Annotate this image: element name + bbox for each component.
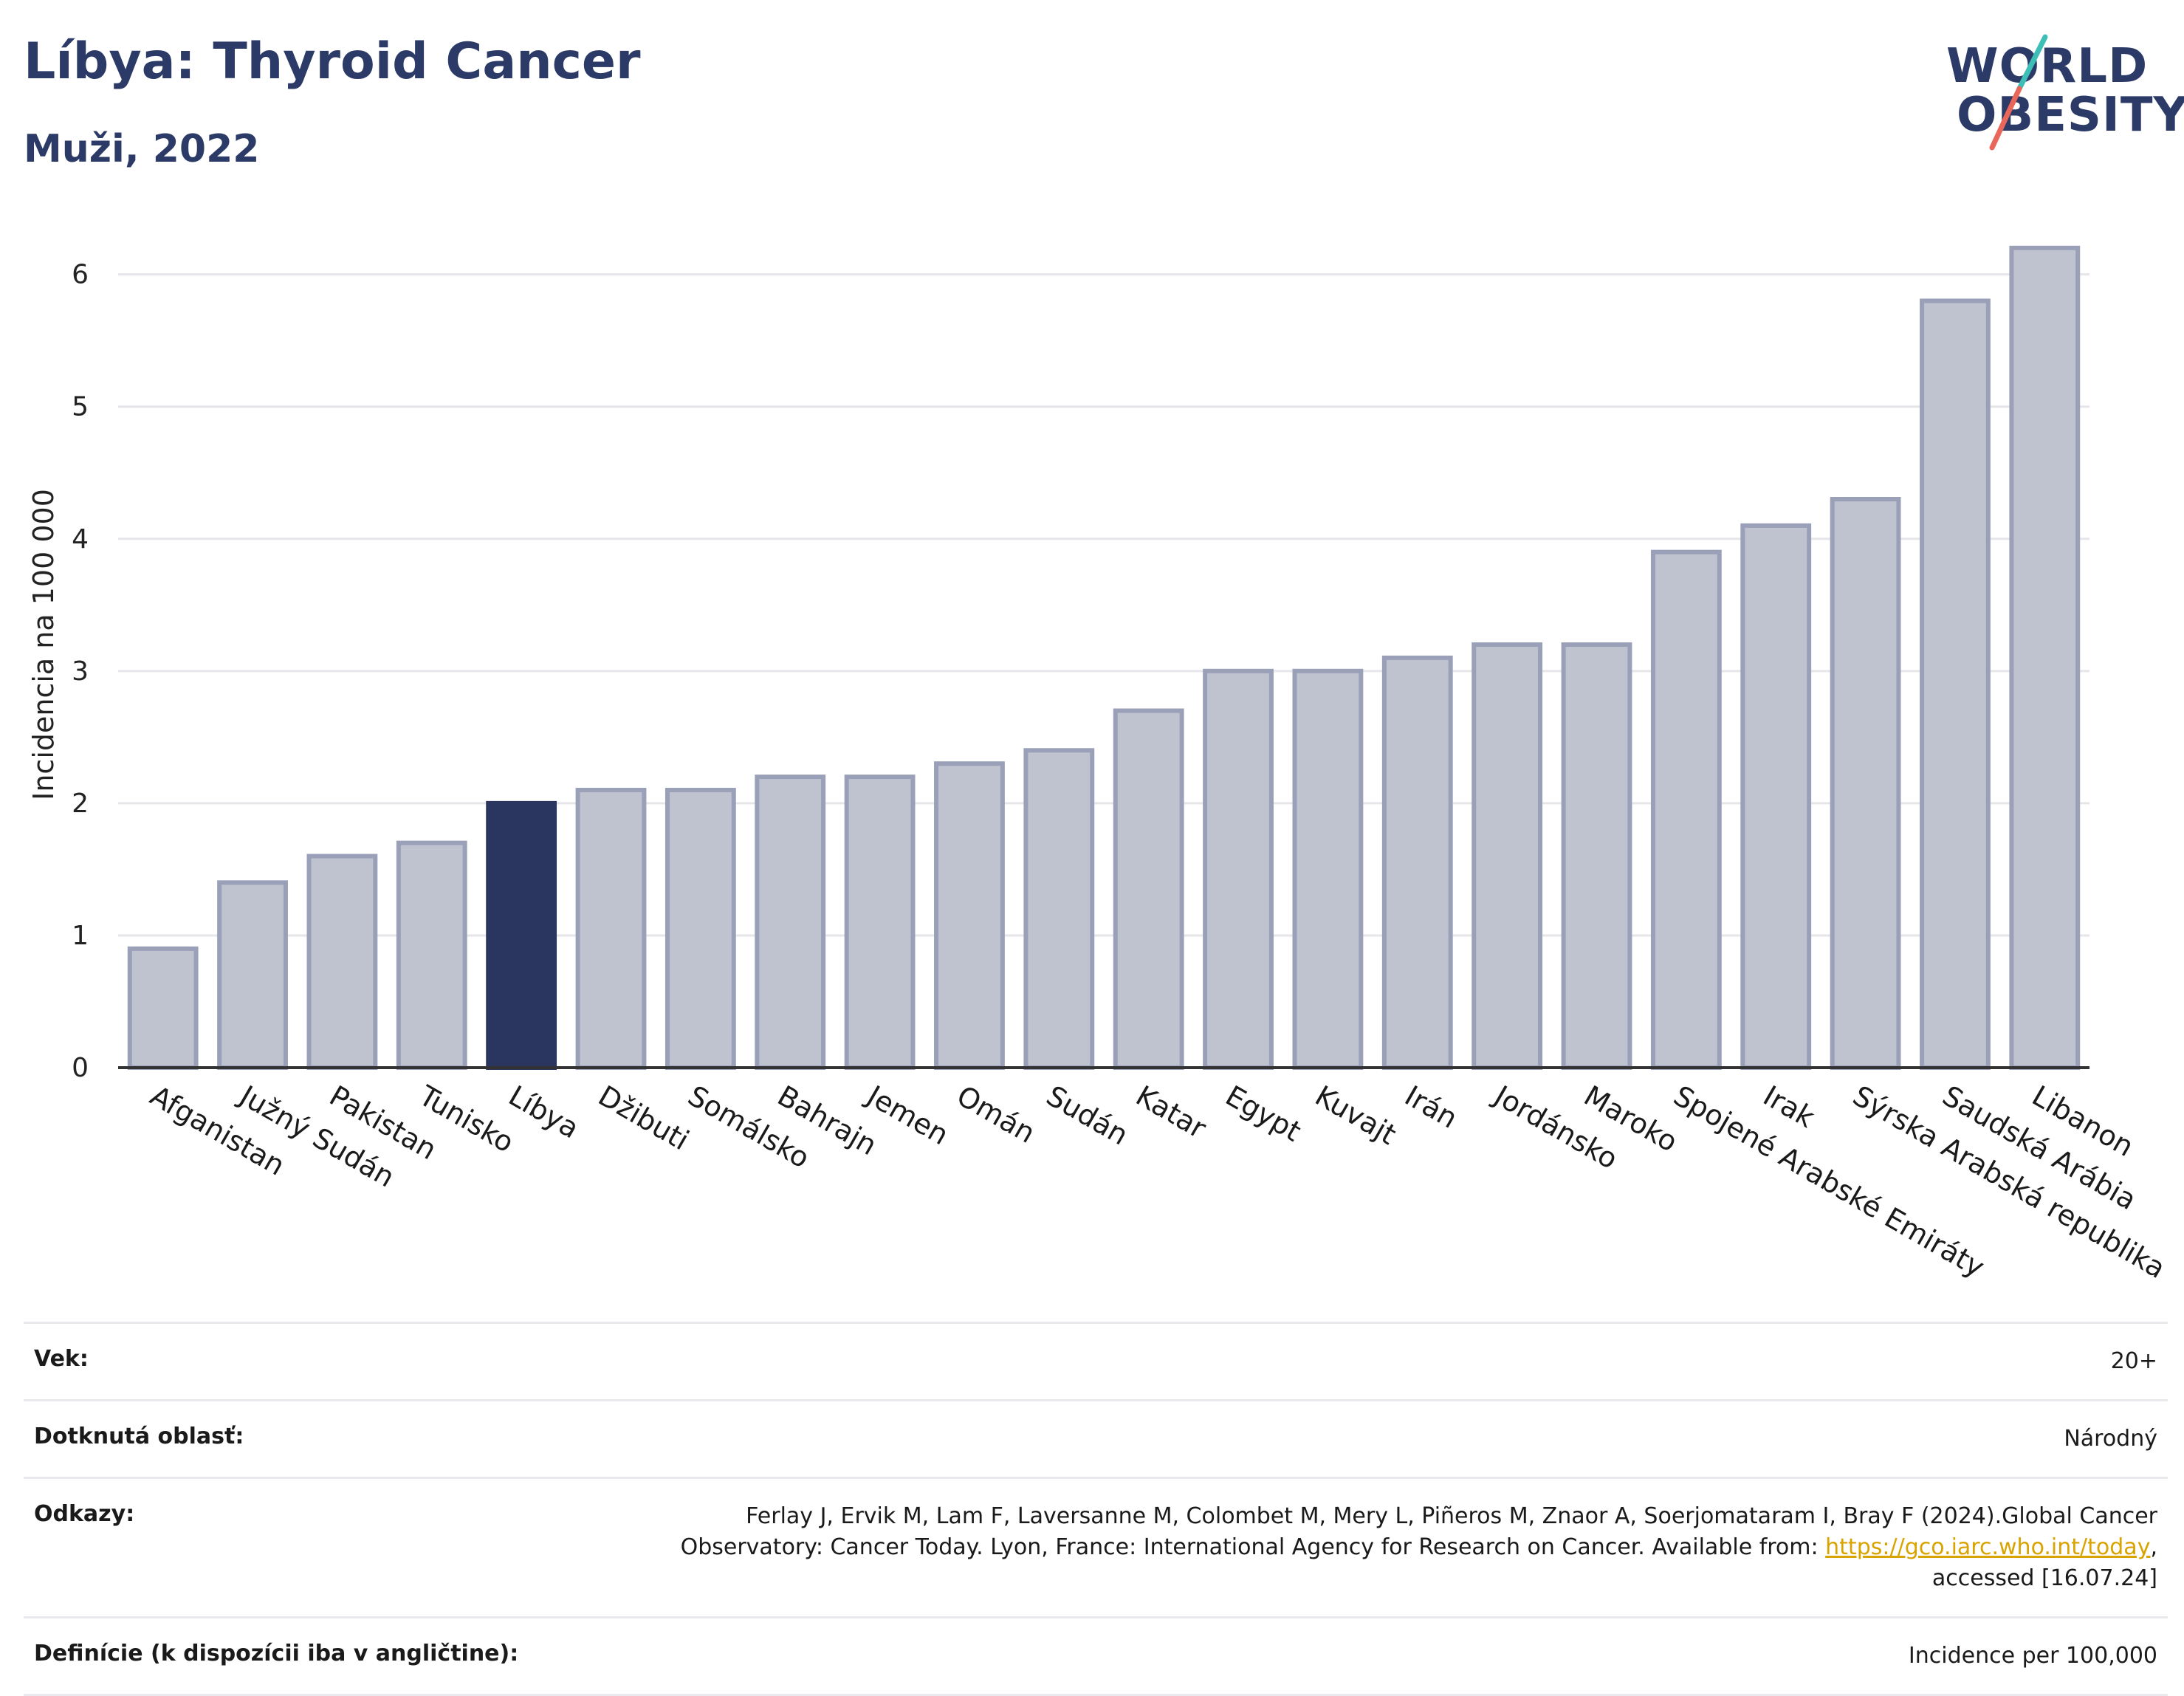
bar: [1650, 549, 1722, 1070]
meta-row-area: Dotknutá oblasť: Národný: [24, 1399, 2168, 1477]
meta-value: Ferlay J, Ervik M, Lam F, Laversanne M, …: [670, 1479, 2168, 1616]
y-tick-label: 3: [72, 656, 89, 687]
reference-comma: ,: [2150, 1534, 2157, 1560]
bar: [1472, 642, 1543, 1070]
x-tick-label: Irak: [1758, 1079, 1820, 1134]
bar: [755, 775, 826, 1070]
bar: [1561, 642, 1632, 1070]
meta-label: Dotknutá oblasť:: [34, 1424, 244, 1449]
y-tick-label: 0: [72, 1053, 89, 1083]
y-tick-label: 1: [72, 921, 89, 951]
x-tick-label: Irán: [1399, 1079, 1463, 1135]
bar: [1023, 748, 1095, 1070]
metadata-table: Vek: 20+ Dotknutá oblasť: Národný Odkazy…: [24, 1322, 2168, 1696]
bar: [665, 787, 736, 1070]
x-tick-label: Katar: [1130, 1079, 1212, 1145]
meta-row-references: Odkazy: Ferlay J, Ervik M, Lam F, Lavers…: [24, 1477, 2168, 1616]
bar: [217, 880, 288, 1070]
bar: [396, 840, 467, 1070]
bar: [486, 800, 557, 1070]
x-tick-label: Egypt: [1220, 1079, 1307, 1148]
meta-value: Incidence per 100,000: [1908, 1643, 2157, 1669]
bar: [1920, 298, 1991, 1070]
meta-row-age: Vek: 20+: [24, 1322, 2168, 1399]
meta-value: 20+: [2110, 1348, 2157, 1374]
logo-line1: WORLD: [1946, 39, 2149, 94]
bar: [306, 854, 378, 1070]
reference-line2: Observatory: Cancer Today. Lyon, France:…: [680, 1534, 1826, 1560]
reference-line1: Ferlay J, Ervik M, Lam F, Laversanne M, …: [746, 1503, 2157, 1529]
y-tick-label: 5: [72, 392, 89, 422]
y-tick-label: 4: [72, 524, 89, 555]
x-tick-label: Sudán: [1041, 1079, 1134, 1152]
y-tick-label: 6: [72, 260, 89, 290]
page-subtitle: Muži, 2022: [24, 127, 260, 171]
bar: [1203, 668, 1274, 1070]
world-obesity-logo: WORLD OBESITY: [1934, 30, 2184, 162]
y-axis-label: Incidencia na 100 000: [27, 489, 60, 800]
meta-label: Definície (k dispozícii iba v angličtine…: [34, 1641, 519, 1666]
bar: [2009, 245, 2081, 1070]
bar: [844, 775, 916, 1070]
x-tick-label: Džibuti: [593, 1079, 695, 1157]
bar: [1113, 708, 1184, 1070]
reference-link[interactable]: https://gco.iarc.who.int/today: [1825, 1534, 2151, 1560]
meta-label: Vek:: [34, 1346, 89, 1372]
page-title: Líbya: Thyroid Cancer: [24, 32, 641, 91]
bar: [127, 946, 199, 1070]
bar: [1830, 497, 1901, 1070]
logo-line2: OBESITY: [1957, 88, 2184, 143]
bar: [1292, 668, 1364, 1070]
meta-label: Odkazy:: [34, 1501, 135, 1527]
y-tick-label: 2: [72, 789, 89, 819]
bar: [1381, 655, 1453, 1070]
x-tick-label: Kuvajt: [1310, 1079, 1401, 1151]
x-tick-label: Omán: [951, 1079, 1040, 1150]
bar: [575, 787, 647, 1070]
reference-line3: accessed [16.07.24]: [1931, 1565, 2157, 1591]
bar: [1740, 523, 1812, 1070]
bar: [934, 761, 1005, 1070]
logo-slash-icon: [1989, 34, 2048, 151]
meta-value: Národný: [2064, 1426, 2157, 1452]
meta-row-definitions: Definície (k dispozícii iba v angličtine…: [24, 1616, 2168, 1696]
